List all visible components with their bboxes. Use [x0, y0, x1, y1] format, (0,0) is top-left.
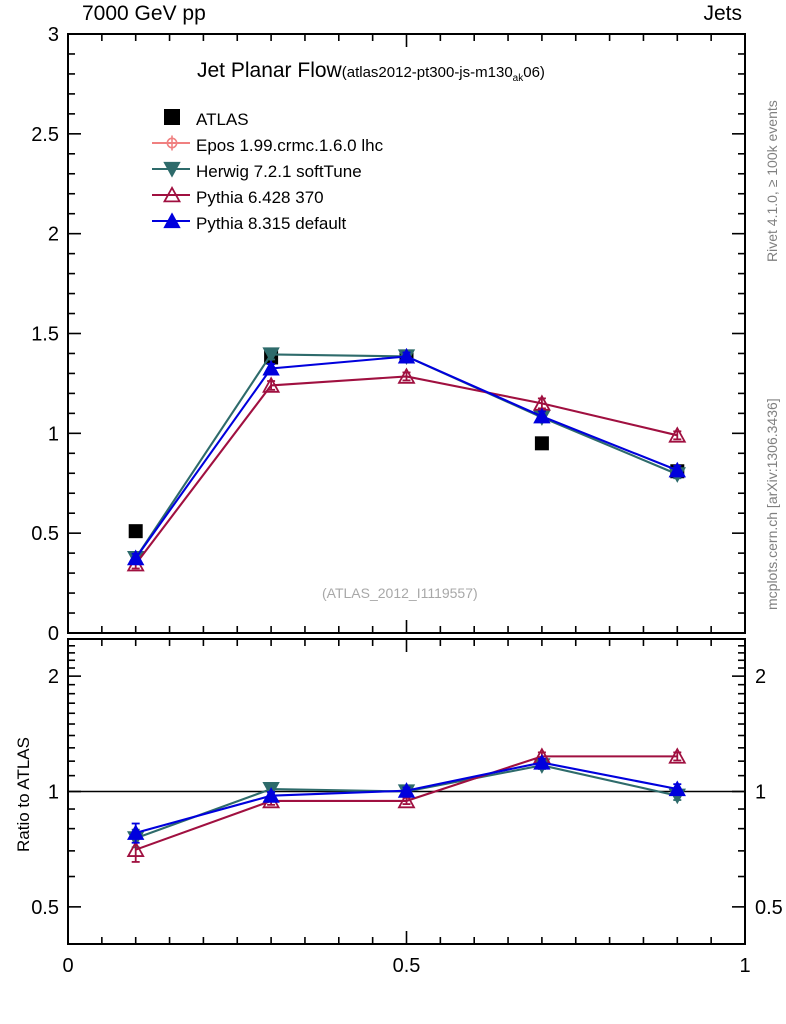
legend-label-atlas: ATLAS	[196, 110, 249, 129]
legend-label-epos: Epos 1.99.crmc.1.6.0 lhc	[196, 136, 384, 155]
rivet-version-label: Rivet 4.1.0, ≥ 100k events	[764, 100, 780, 262]
main-y-tick-label: 2.5	[31, 124, 59, 146]
main-y-tick-label: 2	[48, 224, 59, 246]
ratio-y-tick-label-right: 0.5	[755, 897, 783, 919]
series-pythia	[126, 367, 687, 572]
ratio-y-tick-label-right: 2	[755, 666, 766, 688]
page-title-paren-suffix: 06)	[523, 64, 545, 81]
main-y-tick-label: 1	[48, 423, 59, 445]
legend-marker-pythia	[152, 212, 190, 229]
legend-markers	[152, 109, 190, 229]
mcplots-source-label: mcplots.cern.ch [arXiv:1306.3436]	[764, 398, 780, 610]
main-plot-axes	[67, 33, 746, 634]
header-analysis-category: Jets	[703, 2, 742, 25]
series-pythia	[127, 347, 686, 566]
ratio-y-tick-label-left: 2	[48, 666, 59, 688]
x-tick-label: 0	[62, 955, 73, 977]
ratio-y-tick-label-right: 1	[755, 782, 766, 804]
legend-marker-epos	[152, 135, 190, 151]
main-y-tick-label: 0	[48, 623, 59, 645]
page-title-subscript: ak	[512, 73, 524, 84]
legend-label-pythia8: Pythia 8.315 default	[196, 214, 347, 233]
page-title-detail: (atlas2012-pt300-js-m130ak06)	[341, 64, 545, 84]
legend-label-herwig: Herwig 7.2.1 softTune	[196, 162, 362, 181]
ratio-y-tick-label-left: 0.5	[31, 897, 59, 919]
page-title: Jet Planar Flow(atlas2012-pt300-js-m130a…	[197, 59, 545, 84]
header-beam-energy: 7000 GeV pp	[82, 2, 206, 25]
legend-marker-atlas	[164, 109, 180, 125]
main-plot-series	[126, 347, 687, 572]
main-y-tick-label: 1.5	[31, 324, 59, 346]
page-title-paren-prefix: (atlas2012-pt300-js-m130	[341, 64, 513, 81]
ratio-plot-series	[126, 747, 687, 863]
main-y-tick-label: 0.5	[31, 523, 59, 545]
ratio-series-pythia	[126, 747, 687, 863]
x-tick-label: 1	[739, 955, 750, 977]
ratio-axis-label: Ratio to ATLAS	[14, 737, 33, 852]
axis-tick-labels: 0 0.5 1 1.5 2 2.5 3 0.5 0.5 1 1 2 2 0 0.5 1	[31, 24, 783, 977]
legend-marker-pythia	[152, 186, 190, 203]
ratio-y-tick-label-left: 1	[48, 782, 59, 804]
legend-label-pythia6: Pythia 6.428 370	[196, 188, 324, 207]
main-y-tick-label: 3	[48, 24, 59, 46]
legend-marker-herwig	[152, 161, 190, 178]
analysis-id-watermark: (ATLAS_2012_I1119557)	[322, 585, 478, 601]
ratio-series-pythia	[127, 753, 686, 844]
page-title-main: Jet Planar Flow	[197, 59, 342, 82]
x-tick-label: 0.5	[393, 955, 421, 977]
